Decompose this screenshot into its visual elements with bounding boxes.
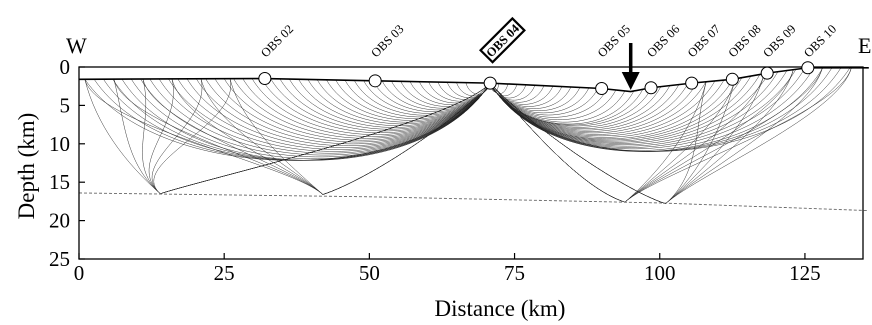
x-axis-title: Distance (km) (435, 296, 566, 321)
ray-path (84, 79, 161, 194)
ray-path (113, 79, 161, 194)
ray-path (142, 78, 161, 194)
ray-path (489, 83, 662, 128)
x-tick-label: 25 (214, 261, 235, 285)
obs-station-marker (644, 81, 658, 95)
moho-reflector-line (78, 192, 869, 212)
obs-station-marker (595, 82, 609, 96)
seafloor-line (78, 66, 869, 93)
ray-path (665, 67, 852, 204)
obs-station-label-boxed: OBS 04 (479, 16, 526, 64)
x-tick-label: 75 (504, 261, 525, 285)
obs-station-label: OBS 05 (595, 22, 633, 60)
ray-path (489, 67, 851, 152)
ray-path (624, 69, 794, 203)
ray-path (171, 78, 324, 195)
y-axis-ticks: 0 5 10 15 20 25 (49, 55, 85, 271)
obs-station-label: OBS 07 (685, 22, 723, 60)
ray-path (205, 78, 491, 145)
ray-path (177, 78, 491, 150)
ray-path (665, 73, 765, 204)
ray-path (489, 83, 689, 132)
y-tick-label: 5 (60, 93, 71, 117)
ray-path (200, 78, 324, 195)
ray-path (624, 73, 765, 203)
ray-path (665, 67, 823, 204)
ray-path (624, 81, 707, 203)
obs-station-marker (801, 61, 815, 75)
y-tick-label: 10 (49, 132, 70, 156)
obs-station-marker (760, 66, 774, 80)
ray-path (372, 80, 491, 112)
x-tick-label: 50 (359, 261, 380, 285)
y-tick-label: 15 (49, 170, 70, 194)
obs-station-marker (258, 72, 272, 86)
ray-path (391, 81, 491, 109)
ray-path (229, 78, 324, 195)
ray-path (489, 82, 666, 204)
x-tick-label: 125 (789, 261, 821, 285)
ray-path (113, 79, 324, 195)
ray-path (624, 67, 852, 203)
ray-path (279, 78, 491, 130)
obs-station-label: OBS 02 (258, 22, 296, 60)
x-tick-label: 100 (644, 261, 676, 285)
ray-path (363, 80, 491, 114)
ray-path (489, 82, 625, 203)
y-axis-title: Depth (km) (14, 113, 39, 220)
y-tick-label: 25 (49, 247, 70, 271)
ray-path (142, 78, 324, 195)
ray-paths (84, 67, 852, 204)
ray-path (624, 67, 823, 203)
ray-path (84, 79, 324, 195)
ray-path (665, 69, 794, 204)
ray-path (289, 78, 491, 128)
ray-path (160, 82, 491, 194)
ray-path (665, 78, 736, 204)
obs-station-label: OBS 08 (726, 22, 764, 60)
ray-path (489, 83, 644, 126)
plot-frame (78, 66, 864, 260)
obs-station-marker (483, 76, 497, 90)
obs-station-label: OBS 09 (760, 22, 798, 60)
y-tick-label: 0 (60, 55, 71, 79)
ray-path (489, 82, 698, 134)
direction-west-label: W (66, 33, 87, 58)
x-tick-label: 0 (74, 261, 85, 285)
ray-path (149, 78, 491, 156)
ray-path (624, 78, 736, 203)
obs-stations: OBS 02 OBS 03 OBS 04 OBS 05 OBS 06 OBS 07 OBS … (258, 16, 839, 96)
ray-path (428, 81, 491, 102)
direction-east-label: E (858, 33, 871, 58)
ray-path (665, 81, 707, 204)
obs-station-label: OBS 03 (368, 22, 406, 60)
highlight-box (479, 16, 526, 64)
y-tick-label: 20 (49, 209, 70, 233)
ray-path (489, 67, 815, 151)
obs-station-marker (368, 74, 382, 88)
obs-station-label: OBS 06 (644, 22, 682, 60)
ray-path (437, 81, 491, 100)
down-arrow-icon (621, 43, 640, 90)
ray-path (489, 77, 743, 141)
ray-path (153, 78, 231, 194)
obs-station-marker (685, 76, 699, 90)
ray-path (307, 79, 491, 125)
x-axis-ticks: 0 25 50 75 100 125 (74, 253, 821, 285)
obs-station-label: OBS 10 (801, 22, 839, 60)
arrow-head (621, 72, 640, 90)
obs-station-marker (725, 72, 739, 86)
ray-path (322, 82, 491, 195)
